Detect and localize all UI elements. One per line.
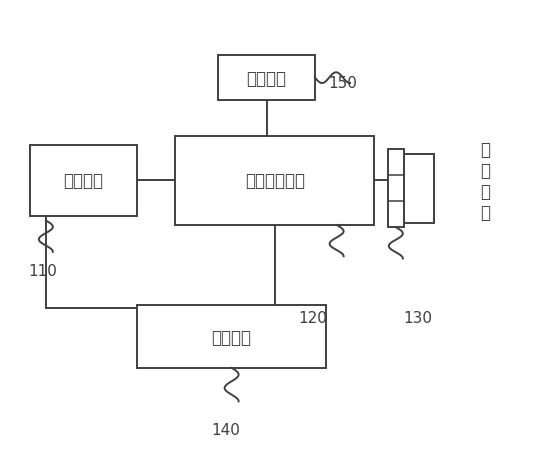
Text: 150: 150 <box>329 75 357 91</box>
Text: 140: 140 <box>212 423 240 437</box>
FancyBboxPatch shape <box>388 150 404 228</box>
Text: 电源模块: 电源模块 <box>64 172 103 190</box>
Text: 氙
灯
组
件: 氙 灯 组 件 <box>480 141 490 221</box>
FancyBboxPatch shape <box>30 145 138 216</box>
Text: 氙灯触发模块: 氙灯触发模块 <box>245 172 305 190</box>
Text: 120: 120 <box>298 310 327 325</box>
FancyBboxPatch shape <box>138 306 326 368</box>
Text: 130: 130 <box>403 310 432 325</box>
Text: 储能电容: 储能电容 <box>246 69 287 87</box>
FancyBboxPatch shape <box>404 154 434 223</box>
Text: 110: 110 <box>29 263 58 278</box>
Text: 控制模块: 控制模块 <box>212 328 252 346</box>
FancyBboxPatch shape <box>175 136 374 226</box>
FancyBboxPatch shape <box>218 56 315 101</box>
